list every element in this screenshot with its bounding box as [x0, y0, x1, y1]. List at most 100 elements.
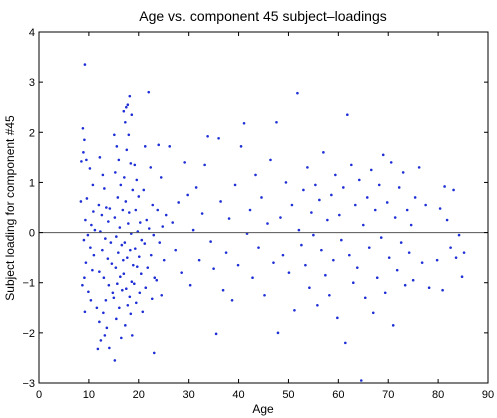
data-point-205	[336, 316, 339, 320]
data-point-153	[206, 134, 209, 138]
data-point-112	[132, 282, 136, 286]
data-point-34	[101, 173, 105, 177]
data-point-243	[411, 278, 415, 282]
data-point-30	[102, 311, 105, 315]
data-point-213	[352, 281, 355, 285]
x-tick-label: 40	[232, 389, 244, 401]
data-point-208	[342, 186, 345, 189]
data-point-61	[115, 235, 118, 238]
data-point-42	[104, 237, 107, 240]
data-point-134	[161, 225, 165, 228]
data-point-23	[89, 298, 93, 302]
data-point-19	[91, 268, 94, 272]
data-point-218	[361, 223, 365, 227]
data-point-214	[353, 203, 357, 207]
data-point-169	[251, 276, 254, 280]
data-point-83	[123, 176, 126, 179]
data-point-219	[363, 296, 367, 300]
data-point-241	[407, 251, 411, 254]
data-point-249	[435, 258, 439, 262]
x-tick-label: 70	[382, 389, 394, 401]
data-point-102	[135, 178, 139, 182]
data-point-1	[81, 126, 85, 130]
data-point-232	[389, 161, 393, 164]
data-point-8	[85, 197, 89, 200]
data-point-123	[152, 233, 156, 237]
data-point-91	[126, 256, 129, 259]
data-point-215	[355, 266, 359, 269]
data-point-65	[114, 266, 118, 269]
data-point-76	[128, 94, 132, 98]
data-point-228	[381, 153, 385, 157]
data-point-166	[242, 121, 246, 125]
data-point-58	[121, 208, 125, 212]
x-tick-label: 20	[133, 389, 145, 401]
data-point-119	[142, 188, 146, 192]
data-point-135	[158, 241, 162, 244]
data-point-139	[164, 213, 168, 217]
data-point-154	[209, 240, 212, 243]
x-tick-label: 90	[482, 389, 494, 401]
data-point-36	[97, 203, 101, 207]
data-point-46	[110, 262, 114, 265]
data-point-28	[99, 339, 103, 342]
data-point-77	[126, 103, 130, 107]
data-point-51	[104, 298, 108, 302]
x-axis-label: Age	[252, 402, 274, 416]
data-point-6	[88, 167, 92, 170]
data-point-10	[92, 210, 95, 213]
plot-frame	[38, 31, 489, 384]
data-point-157	[217, 137, 220, 140]
y-axis: −3 −2 −1 0 1 2 3 4	[22, 27, 488, 390]
data-point-101	[133, 163, 137, 167]
data-point-223	[371, 311, 375, 315]
data-point-189	[304, 263, 307, 267]
data-point-131	[157, 143, 161, 147]
data-point-114	[134, 301, 138, 305]
data-point-3	[80, 160, 83, 163]
data-point-40	[107, 220, 110, 223]
y-tick-label: 2	[29, 127, 35, 139]
data-point-37	[105, 206, 108, 209]
data-point-188	[302, 188, 305, 192]
data-point-244	[413, 196, 417, 199]
data-point-100	[130, 334, 134, 337]
data-point-45	[106, 257, 110, 260]
data-point-201	[328, 293, 331, 297]
data-point-144	[180, 271, 183, 274]
data-point-149	[194, 186, 198, 189]
data-point-250	[438, 207, 442, 210]
data-point-168	[248, 208, 252, 212]
data-point-99	[124, 324, 127, 327]
data-point-53	[115, 145, 119, 148]
data-point-70	[118, 306, 121, 310]
data-point-5	[82, 151, 85, 154]
data-point-97	[126, 303, 130, 307]
y-tick-label: −3	[22, 378, 35, 390]
data-point-143	[177, 201, 180, 204]
data-point-128	[144, 286, 148, 290]
data-point-33	[98, 156, 102, 159]
data-point-109	[137, 255, 141, 258]
data-point-85	[124, 200, 128, 203]
data-point-141	[171, 221, 175, 224]
data-point-92	[131, 263, 135, 267]
data-point-242	[409, 223, 413, 227]
data-point-197	[320, 248, 323, 252]
data-point-172	[260, 196, 263, 199]
data-point-180	[281, 253, 285, 257]
data-point-7	[91, 183, 95, 187]
data-point-39	[100, 213, 104, 217]
data-point-192	[310, 211, 313, 214]
data-point-158	[219, 200, 222, 203]
data-points	[79, 63, 466, 382]
data-point-87	[127, 222, 130, 225]
data-point-186	[297, 228, 301, 232]
data-point-17	[92, 253, 96, 257]
data-point-200	[326, 218, 329, 222]
data-point-236	[397, 186, 401, 189]
data-point-29	[103, 334, 107, 337]
data-point-181	[284, 181, 288, 184]
data-point-252	[443, 185, 446, 188]
